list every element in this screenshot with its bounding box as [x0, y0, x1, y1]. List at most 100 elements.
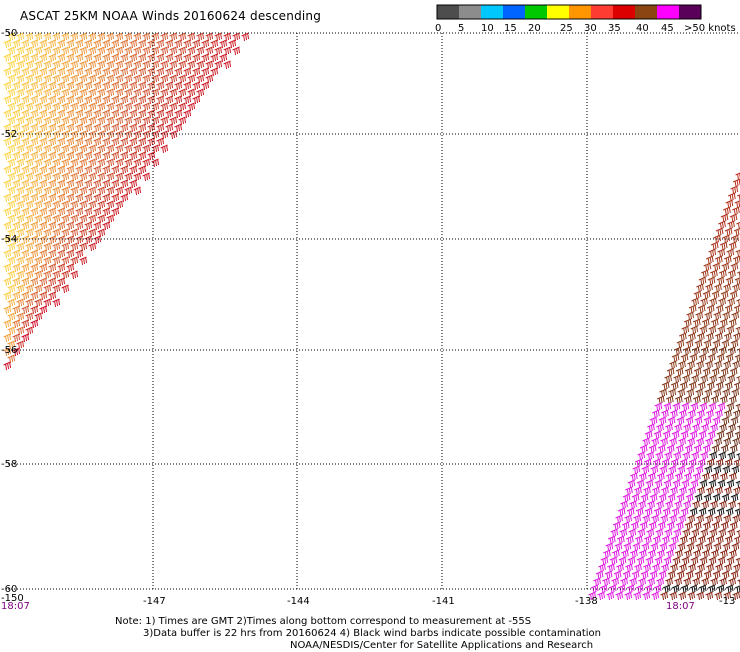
wind-barb: [49, 124, 56, 132]
wind-barb: [71, 159, 78, 167]
wind-barb: [731, 571, 738, 579]
wind-barb: [705, 466, 712, 474]
wind-barb: [76, 180, 83, 188]
wind-barb: [721, 291, 728, 299]
wind-barb: [85, 110, 92, 118]
wind-barb: [728, 424, 735, 432]
wind-barb: [125, 89, 132, 97]
wind-barb: [596, 571, 603, 579]
wind-barb: [103, 110, 110, 118]
wind-barb: [31, 208, 38, 216]
wind-barb: [708, 277, 715, 285]
wind-barb: [719, 501, 726, 509]
wind-barb: [728, 501, 735, 509]
wind-barb: [31, 194, 38, 202]
wind-barb: [681, 354, 688, 362]
wind-barb: [22, 292, 29, 300]
wind-barb: [98, 131, 105, 139]
wind-barb: [35, 229, 42, 237]
wind-barb: [44, 173, 51, 181]
wind-barb: [668, 417, 675, 425]
wind-barb: [76, 152, 83, 160]
wind-barb: [148, 124, 155, 132]
wind-barb: [53, 257, 60, 265]
wind-barb: [8, 145, 15, 153]
wind-barb: [89, 117, 96, 125]
wind-barb: [669, 389, 676, 397]
wind-barb: [22, 320, 29, 328]
wind-barb: [40, 278, 47, 286]
wind-barb: [22, 180, 29, 188]
wind-barb: [49, 110, 56, 118]
wind-barb: [701, 501, 708, 509]
wind-barb: [680, 536, 687, 544]
wind-barb: [98, 47, 105, 55]
wind-barb: [143, 33, 150, 41]
wind-barb: [692, 452, 699, 460]
wind-barb: [121, 138, 128, 146]
wind-barb: [661, 487, 668, 495]
wind-barb: [22, 96, 29, 104]
wind-barb: [688, 564, 695, 572]
wind-barb: [721, 214, 728, 222]
wind-barb: [112, 124, 119, 132]
wind-barb: [98, 33, 105, 41]
wind-barb: [716, 459, 723, 467]
wind-barb: [717, 277, 724, 285]
wind-barb: [103, 180, 110, 188]
wind-barb: [62, 89, 69, 97]
wind-barb: [709, 480, 716, 488]
wind-barb: [40, 124, 47, 132]
wind-barb: [708, 354, 715, 362]
wind-barb: [26, 131, 33, 139]
wind-barb: [718, 480, 725, 488]
wind-barb: [692, 578, 699, 586]
wind-barb: [139, 166, 146, 174]
wind-barb: [166, 68, 173, 76]
wind-barb: [703, 368, 710, 376]
wind-barb: [112, 40, 119, 48]
wind-barb: [679, 410, 686, 418]
lon-label: -138: [575, 596, 598, 607]
wind-barb: [44, 257, 51, 265]
wind-barb: [716, 305, 723, 313]
wind-barb: [651, 543, 658, 551]
wind-barb: [130, 40, 137, 48]
wind-barb: [40, 306, 47, 314]
wind-barb: [696, 543, 703, 551]
wind-barb: [727, 249, 734, 257]
wind-barb: [723, 361, 730, 369]
wind-barb: [148, 96, 155, 104]
wind-barb: [736, 249, 740, 257]
wind-barb: [717, 431, 724, 439]
wind-barb: [130, 54, 137, 62]
legend-label: 35: [608, 23, 621, 34]
wind-barb: [8, 89, 15, 97]
wind-barb: [143, 117, 150, 125]
wind-barb: [116, 89, 123, 97]
wind-barb: [686, 494, 693, 502]
wind-barb: [175, 54, 182, 62]
wind-barb: [80, 75, 87, 83]
wind-barb: [674, 578, 681, 586]
wind-barb: [148, 68, 155, 76]
wind-barb: [642, 543, 649, 551]
wind-barb: [654, 508, 661, 516]
wind-barb: [677, 571, 684, 579]
wind-barb: [687, 543, 694, 551]
wind-barb: [680, 459, 687, 467]
wind-barb: [651, 466, 658, 474]
wind-barb: [692, 375, 699, 383]
wind-barb: [718, 326, 725, 334]
wind-barb: [40, 194, 47, 202]
wind-barb: [17, 131, 24, 139]
wind-barb: [71, 47, 78, 55]
wind-barb: [605, 571, 612, 579]
wind-barb: [157, 82, 164, 90]
wind-barb: [612, 550, 619, 558]
wind-barb: [40, 68, 47, 76]
wind-barb: [98, 201, 105, 209]
wind-barb: [80, 215, 87, 223]
wind-barb: [220, 54, 227, 62]
